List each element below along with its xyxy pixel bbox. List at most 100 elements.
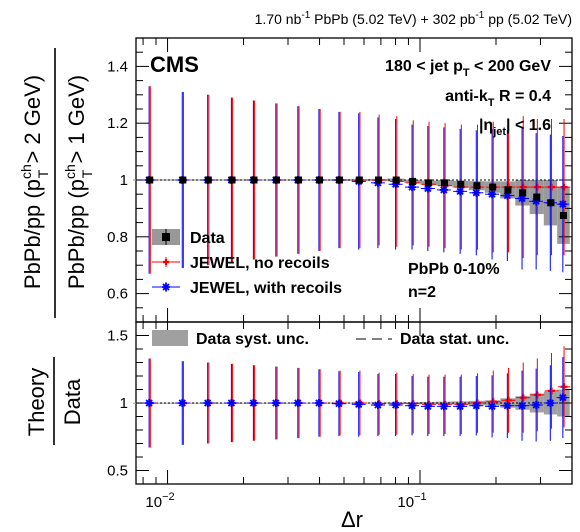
y-axis-label-top-line2: PbPb/pp (pchT > 1 GeV) (62, 75, 95, 289)
top-jewel-with-recoils-marker (423, 184, 432, 193)
data-marker (316, 176, 324, 184)
y-axis-label-bottom-denominator: Data (60, 378, 85, 425)
top-jewel-with-recoils-marker (488, 190, 497, 199)
lumi-header: 1.70 nb-1 PbPb (5.02 TeV) + 302 pb-1 pp … (255, 10, 572, 27)
cms-label: CMS (150, 52, 199, 77)
data-marker (440, 179, 448, 187)
top-ytick-label-1: 0.8 (107, 229, 128, 246)
top-jewel-with-recoils-marker (503, 191, 512, 200)
legend-top: Data JEWEL, no recoils JEWEL, with recoi… (152, 229, 342, 297)
data-marker (489, 183, 497, 191)
data-marker (559, 212, 567, 219)
bottom-jewel-with-recoils-marker (314, 399, 323, 407)
data-marker (250, 176, 258, 184)
bottom-jewel-with-recoils-marker (145, 399, 154, 407)
legend-blue-label: JEWEL, with recoils (190, 280, 342, 297)
top-jewel-no-recoils-marker (548, 183, 556, 191)
bottom-jewel-with-recoils-marker (391, 401, 400, 410)
legend-blue-marker (162, 283, 170, 291)
top-ytick-label-0: 0.6 (107, 286, 128, 303)
top-ytick-label-4: 1.4 (107, 58, 128, 75)
bottom-jewel-with-recoils-marker (203, 399, 212, 407)
data-marker (392, 176, 400, 184)
bottom-ytick-label-1: 1 (120, 395, 128, 412)
top-jewel-with-recoils-marker (472, 188, 481, 197)
bottom-jewel-with-recoils-marker (408, 401, 417, 410)
top-jewel-with-recoils-marker (408, 183, 417, 192)
data-marker (457, 180, 465, 188)
top-x-ticks (142, 38, 573, 322)
bottom-jewel-with-recoils-marker (532, 401, 541, 410)
y-axis-label-top-line1: PbPb/pp (pchT > 2 GeV) (18, 75, 51, 289)
top-y-ticks: 0.6 0.8 1 1.2 1.4 (107, 37, 572, 323)
legend-entry-jewel-no-recoils: JEWEL, no recoils (152, 255, 330, 272)
data-marker (547, 199, 555, 207)
top-jewel-with-recoils-marker (456, 187, 465, 196)
bottom-jewel-no-recoils-marker (505, 396, 513, 404)
top-jewel-with-recoils-marker (558, 200, 567, 209)
data-marker (146, 176, 154, 184)
legend-red-label: JEWEL, no recoils (190, 255, 330, 272)
bottom-jewel-no-recoils-marker (533, 391, 541, 399)
data-marker (424, 179, 432, 187)
x-axis-label: Δr (341, 507, 363, 532)
legend-syst-swatch (152, 330, 188, 346)
bottom-jewel-with-recoils-marker (546, 399, 555, 407)
bottom-jewel-with-recoils-marker (518, 401, 527, 410)
centrality-label: PbPb 0-10% (408, 261, 500, 278)
bottom-panel: 0.5 1 1.5 (107, 321, 573, 485)
bottom-jewel-with-recoils-marker (334, 399, 343, 408)
antikt-label: anti-kT R = 0.4 (445, 88, 551, 109)
data-marker (473, 182, 481, 190)
xtick-label-0: 10−2 (145, 491, 174, 511)
legend-data-marker (162, 233, 170, 241)
data-marker (179, 176, 187, 184)
legend-entry-data: Data (152, 229, 225, 247)
bottom-jewel-with-recoils-marker (503, 401, 512, 410)
bottom-jewel-with-recoils-marker (558, 393, 567, 402)
bottom-jewel-with-recoils-marker (456, 402, 465, 411)
data-marker (355, 176, 363, 184)
bottom-jewel-with-recoils-marker (293, 399, 302, 407)
top-panel: 0.6 0.8 1 1.2 1.4 (107, 37, 573, 323)
bottom-jewel-no-recoils-marker (548, 387, 556, 395)
top-jewel-with-recoils-marker (532, 197, 541, 206)
bottom-jewel-with-recoils-marker (271, 399, 280, 407)
data-marker (375, 176, 383, 184)
bottom-jewel-with-recoils-marker (227, 399, 236, 407)
bottom-jewel-no-recoils-marker (560, 383, 568, 391)
y-axis-label-bottom-numerator: Theory (24, 368, 49, 436)
data-marker (272, 176, 280, 184)
data-marker (519, 189, 527, 197)
xtick-label-1: 10−1 (397, 491, 426, 511)
top-ytick-label-2: 1 (120, 172, 128, 189)
bottom-jewel-with-recoils-marker (488, 402, 497, 411)
bottom-jewel-no-recoils-marker (519, 394, 527, 402)
top-series (142, 86, 571, 274)
legend-syst-label: Data syst. unc. (196, 331, 309, 348)
data-marker (504, 186, 512, 194)
legend-data-label: Data (190, 230, 225, 247)
data-marker (228, 176, 236, 184)
bottom-jewel-with-recoils-marker (472, 401, 481, 410)
top-jewel-no-recoils-marker (560, 183, 568, 191)
bottom-series (142, 346, 571, 448)
data-marker (294, 176, 302, 184)
top-jewel-with-recoils-marker (439, 185, 448, 194)
top-jewel-no-recoils-marker (533, 183, 541, 191)
legend-red-marker (163, 259, 169, 265)
legend-entry-jewel-with-recoils: JEWEL, with recoils (152, 280, 342, 297)
bottom-jewel-with-recoils-marker (249, 399, 258, 407)
data-marker (409, 177, 417, 185)
top-jewel-with-recoils-marker (518, 194, 527, 203)
eta-label: |ηjet| < 1.6 (479, 117, 551, 138)
data-marker (204, 176, 212, 184)
data-marker (336, 176, 344, 184)
bottom-ytick-label-0: 0.5 (107, 463, 128, 480)
bottom-ytick-label-2: 1.5 (107, 328, 128, 345)
data-marker (533, 193, 541, 201)
n-label: n=2 (408, 284, 436, 301)
bottom-jewel-with-recoils-marker (354, 400, 363, 409)
bottom-jewel-with-recoils-marker (439, 402, 448, 411)
